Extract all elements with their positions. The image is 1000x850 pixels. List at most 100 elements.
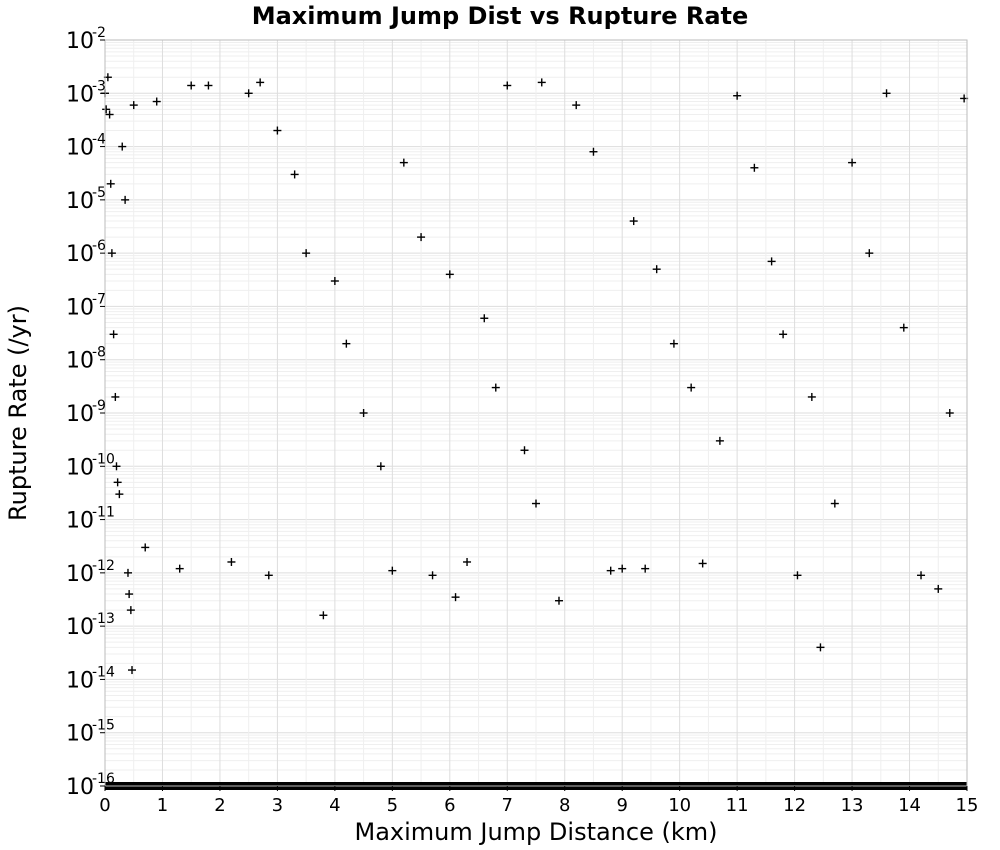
y-tick-base: 10 xyxy=(66,82,94,107)
x-tick-label: 11 xyxy=(726,795,749,816)
y-tick-exponent: -2 xyxy=(92,25,106,41)
data-point xyxy=(319,611,328,620)
y-tick-base: 10 xyxy=(66,509,94,534)
data-point xyxy=(767,257,776,266)
data-point xyxy=(698,559,707,568)
y-tick-base: 10 xyxy=(66,562,94,587)
x-axis-label: Maximum Jump Distance (km) xyxy=(355,818,718,846)
y-tick-exponent: -4 xyxy=(92,132,106,148)
data-point xyxy=(121,195,130,204)
data-point xyxy=(264,571,273,580)
data-point xyxy=(256,78,265,87)
y-tick-base: 10 xyxy=(66,722,94,747)
x-tick-label: 13 xyxy=(841,795,864,816)
data-point xyxy=(733,91,742,100)
data-point xyxy=(175,564,184,573)
x-tick-label: 9 xyxy=(616,795,627,816)
data-point xyxy=(793,571,802,580)
data-point xyxy=(273,126,282,135)
x-axis-ticks: 0 1 2 3 4 5 6 7 8 9 10 11 12 13 14 15 xyxy=(99,786,978,816)
y-tick-base: 10 xyxy=(66,349,94,374)
y-tick-base: 10 xyxy=(66,295,94,320)
y-tick-base: 10 xyxy=(66,402,94,427)
y-tick-exponent: -12 xyxy=(92,558,115,574)
data-point xyxy=(589,147,598,156)
data-point xyxy=(848,158,857,167)
data-point xyxy=(102,105,111,114)
data-point xyxy=(118,142,127,151)
y-axis-label: Rupture Rate (/yr) xyxy=(4,305,32,521)
data-point xyxy=(187,81,196,90)
data-point xyxy=(244,89,253,98)
data-point xyxy=(417,233,426,242)
y-tick-exponent: -16 xyxy=(92,771,115,787)
y-tick-base: 10 xyxy=(66,189,94,214)
y-tick-base: 10 xyxy=(66,668,94,693)
data-point xyxy=(227,557,236,566)
data-point xyxy=(807,392,816,401)
data-point xyxy=(652,265,661,274)
data-point xyxy=(302,249,311,258)
data-point xyxy=(126,606,135,615)
data-point xyxy=(945,409,954,417)
data-point xyxy=(125,590,134,599)
data-point xyxy=(865,249,874,258)
data-point xyxy=(750,163,759,172)
data-point xyxy=(115,490,124,499)
data-point xyxy=(128,666,137,675)
y-tick-exponent: -14 xyxy=(92,664,115,680)
y-tick-exponent: -3 xyxy=(92,78,106,94)
data-point xyxy=(520,446,529,455)
data-point xyxy=(606,566,615,575)
data-points xyxy=(101,73,969,675)
y-tick-base: 10 xyxy=(66,455,94,480)
data-point xyxy=(537,78,546,87)
data-point xyxy=(830,499,839,508)
data-point xyxy=(359,409,368,417)
data-point xyxy=(572,101,581,110)
x-tick-label: 0 xyxy=(99,795,110,816)
y-tick-base: 10 xyxy=(66,615,94,640)
data-point xyxy=(629,217,638,226)
data-point xyxy=(503,81,512,90)
data-point xyxy=(882,89,891,98)
x-tick-label: 10 xyxy=(668,795,691,816)
data-point xyxy=(141,543,150,552)
data-point xyxy=(204,81,213,90)
x-tick-label: 4 xyxy=(329,795,340,816)
y-tick-exponent: -7 xyxy=(92,291,106,307)
data-point xyxy=(399,158,408,167)
x-tick-label: 15 xyxy=(956,795,979,816)
data-point xyxy=(917,571,926,580)
data-point xyxy=(779,330,788,339)
y-tick-exponent: -10 xyxy=(92,451,115,467)
data-point xyxy=(532,499,540,508)
data-point xyxy=(105,110,114,119)
y-tick-exponent: -13 xyxy=(92,611,115,627)
x-tick-label: 6 xyxy=(444,795,455,816)
data-point xyxy=(111,392,120,401)
data-point xyxy=(112,462,121,471)
data-point xyxy=(934,584,943,593)
x-tick-label: 7 xyxy=(502,795,513,816)
data-point xyxy=(330,277,339,286)
data-point xyxy=(113,478,122,487)
data-point xyxy=(445,270,454,279)
data-point xyxy=(618,564,627,573)
x-tick-label: 12 xyxy=(783,795,806,816)
data-point xyxy=(388,566,397,575)
x-tick-label: 3 xyxy=(272,795,283,816)
data-point xyxy=(641,564,650,573)
data-point xyxy=(491,383,500,392)
y-tick-exponent: -11 xyxy=(92,505,115,521)
data-point xyxy=(129,101,138,110)
y-tick-base: 10 xyxy=(66,29,94,54)
y-tick-base: 10 xyxy=(66,242,94,267)
y-tick-exponent: -9 xyxy=(92,398,106,414)
data-point xyxy=(428,571,437,580)
x-tick-label: 1 xyxy=(157,795,168,816)
data-point xyxy=(376,462,385,471)
data-point xyxy=(107,249,116,258)
y-tick-exponent: -6 xyxy=(92,238,106,254)
